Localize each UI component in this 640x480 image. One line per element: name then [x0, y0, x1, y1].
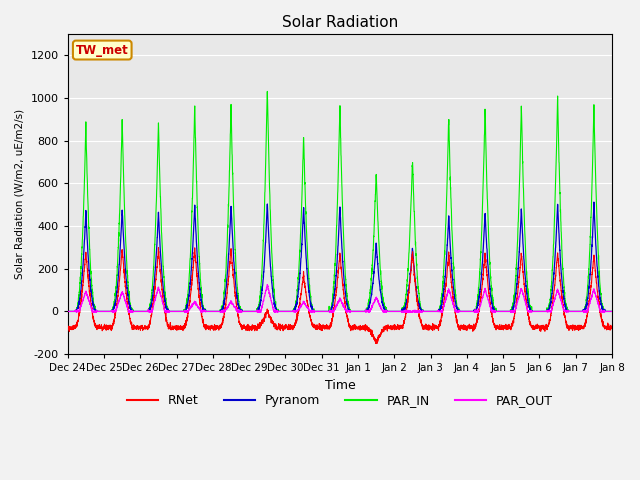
- Text: TW_met: TW_met: [76, 44, 129, 57]
- Legend: RNet, Pyranom, PAR_IN, PAR_OUT: RNet, Pyranom, PAR_IN, PAR_OUT: [122, 389, 558, 412]
- X-axis label: Time: Time: [324, 379, 355, 392]
- Title: Solar Radiation: Solar Radiation: [282, 15, 398, 30]
- Y-axis label: Solar Radiation (W/m2, uE/m2/s): Solar Radiation (W/m2, uE/m2/s): [15, 109, 25, 279]
